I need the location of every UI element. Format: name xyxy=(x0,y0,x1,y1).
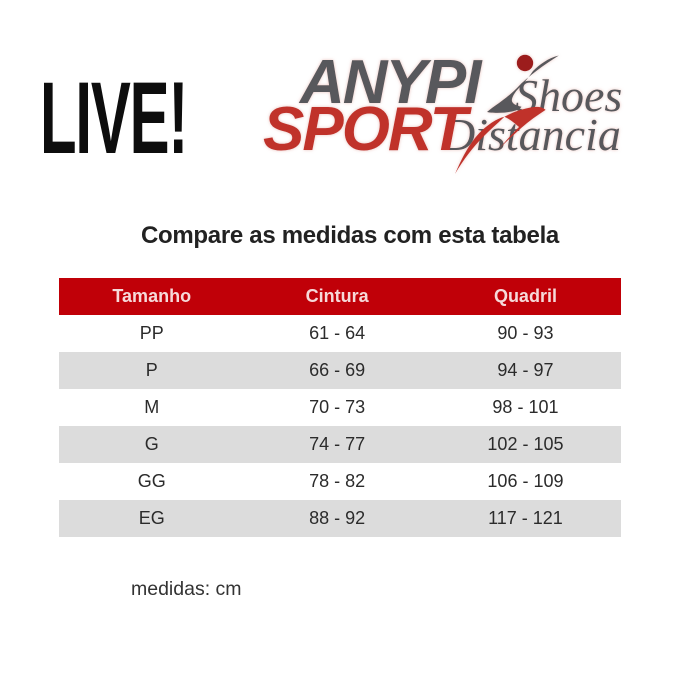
svg-text:SPORT: SPORT xyxy=(263,95,473,164)
